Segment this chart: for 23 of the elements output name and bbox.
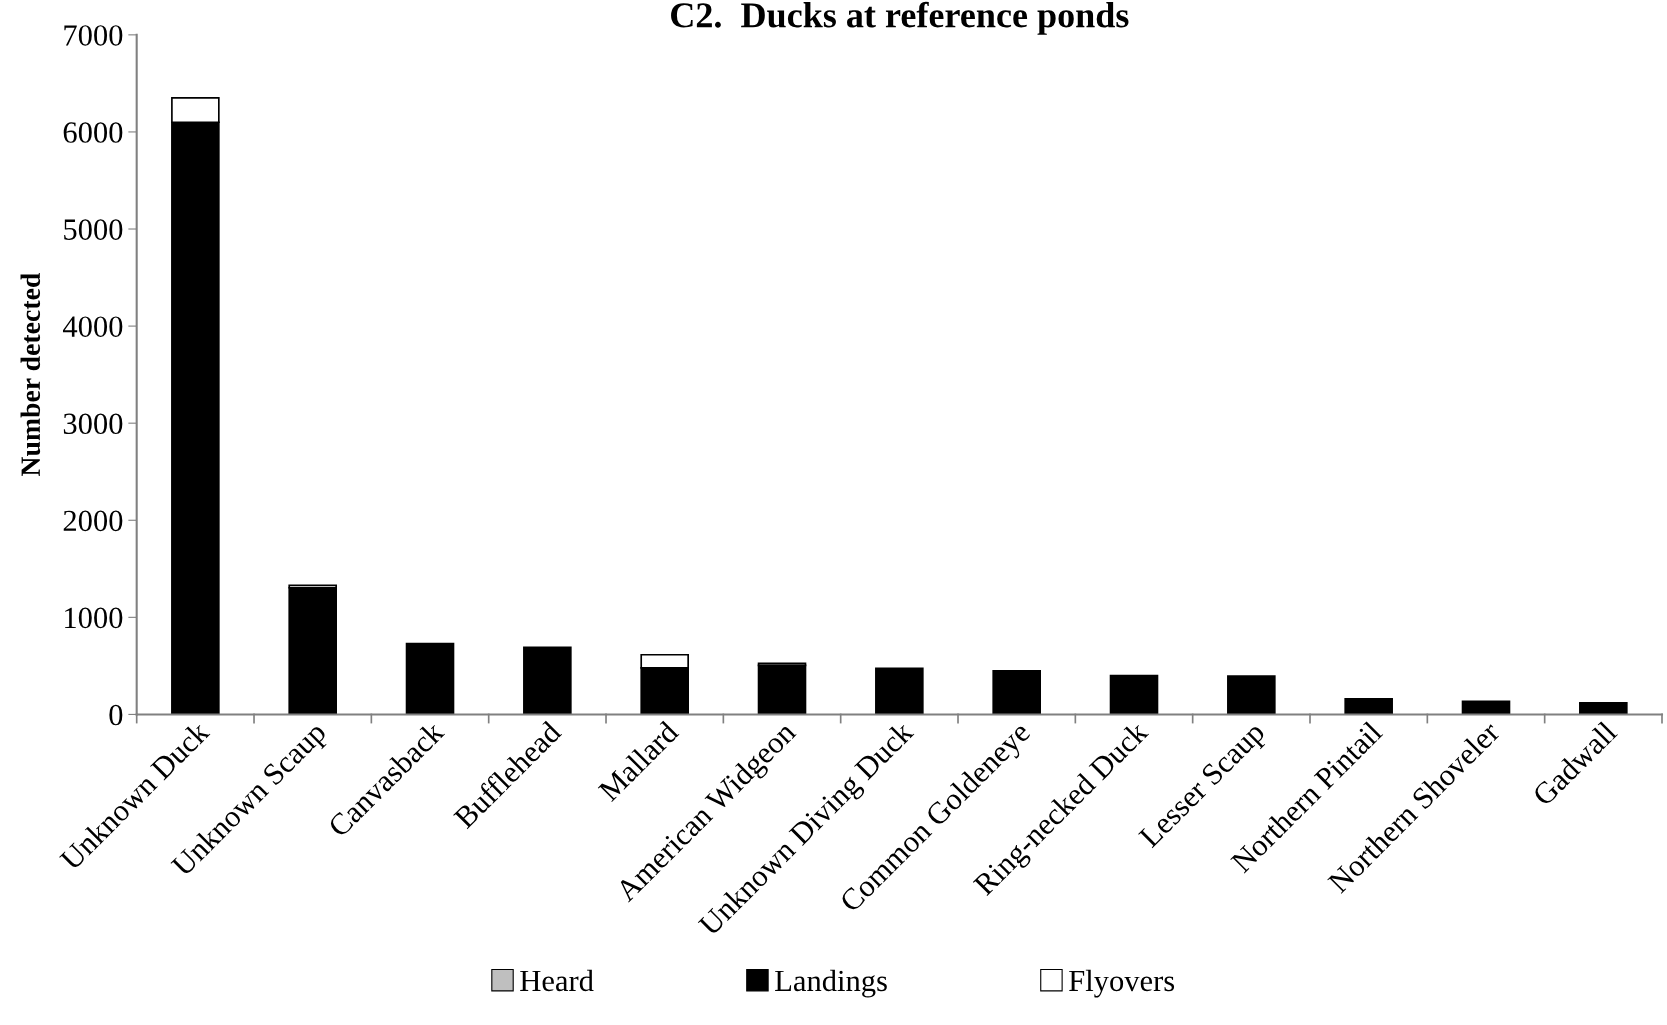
y-tick-label: 4000 [62, 316, 123, 337]
y-tick-label: 0 [109, 704, 123, 726]
bar [757, 664, 807, 715]
legend-label: Flyovers [1069, 969, 1175, 998]
bar [1227, 675, 1276, 715]
legend-label: Heard [520, 969, 594, 992]
y-tick-label: 7000 [64, 25, 123, 46]
y-tick-label: 1000 [65, 607, 123, 629]
y-tick-label: 5000 [64, 219, 123, 240]
y-tick-label: 3000 [63, 413, 123, 435]
y-axis-title: Number detected [20, 272, 41, 477]
bar [1344, 698, 1393, 715]
bar [405, 642, 455, 715]
bar [1109, 674, 1159, 715]
bar [523, 646, 572, 715]
bar [288, 586, 337, 715]
legend-label: Landings [775, 969, 887, 998]
bar [875, 667, 924, 715]
bar [1461, 700, 1511, 715]
bar [992, 669, 1041, 715]
y-tick-label: 2000 [63, 510, 123, 532]
y-tick-label: 6000 [63, 122, 123, 143]
chart-title: C2. Ducks at reference ponds [671, 1, 1129, 35]
